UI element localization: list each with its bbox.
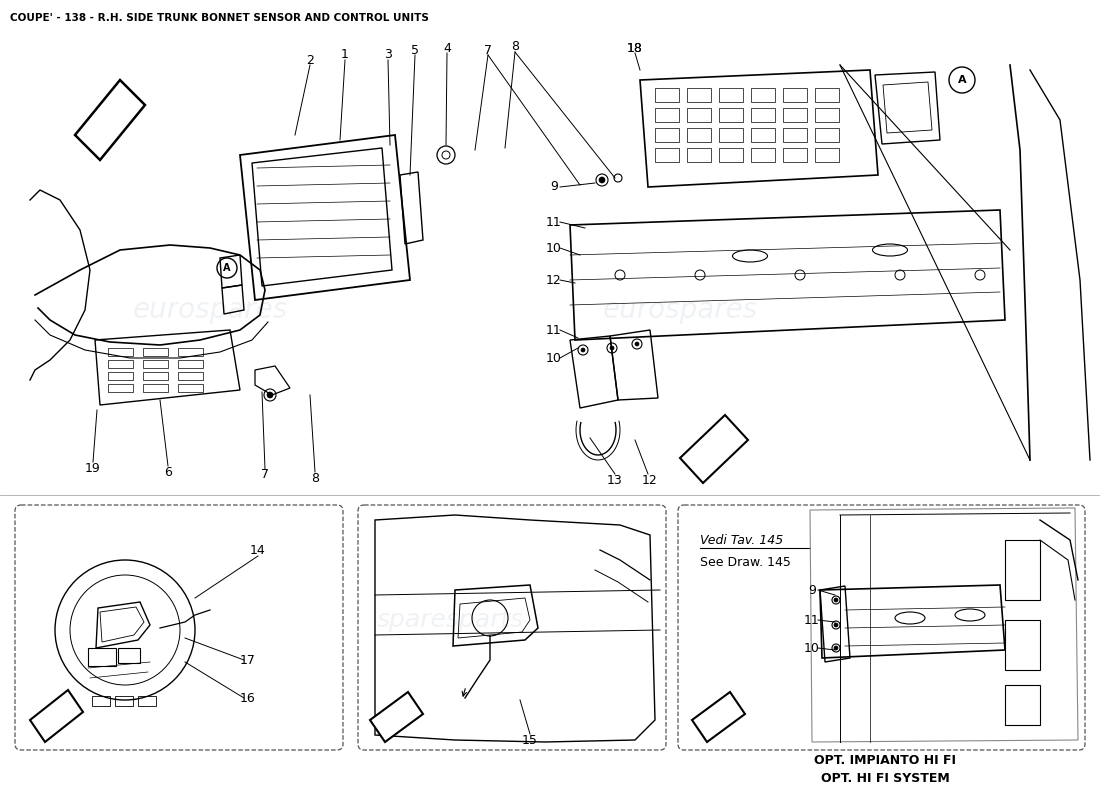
Bar bbox=[815, 128, 839, 142]
Bar bbox=[92, 696, 110, 706]
Bar bbox=[108, 348, 133, 356]
Bar bbox=[138, 696, 156, 706]
Bar bbox=[1005, 620, 1040, 670]
Bar bbox=[116, 696, 133, 706]
Text: COUPE' - 138 - R.H. SIDE TRUNK BONNET SENSOR AND CONTROL UNITS: COUPE' - 138 - R.H. SIDE TRUNK BONNET SE… bbox=[10, 13, 429, 23]
Text: 18: 18 bbox=[627, 42, 642, 54]
Polygon shape bbox=[30, 690, 82, 742]
Text: 7: 7 bbox=[261, 469, 270, 482]
Circle shape bbox=[834, 598, 838, 602]
Text: eurospares: eurospares bbox=[603, 296, 758, 324]
Bar bbox=[688, 108, 711, 122]
Text: 8: 8 bbox=[311, 471, 319, 485]
Bar bbox=[108, 372, 133, 380]
Bar bbox=[88, 648, 116, 666]
Polygon shape bbox=[680, 415, 748, 483]
Bar bbox=[143, 360, 168, 368]
Text: 10: 10 bbox=[804, 642, 820, 654]
Bar bbox=[178, 360, 204, 368]
Text: 4: 4 bbox=[443, 42, 451, 54]
Text: 5: 5 bbox=[411, 43, 419, 57]
Text: 17: 17 bbox=[240, 654, 256, 666]
Text: 19: 19 bbox=[85, 462, 101, 474]
Text: OPT. IMPIANTO HI FI: OPT. IMPIANTO HI FI bbox=[814, 754, 956, 766]
Text: 9: 9 bbox=[550, 181, 558, 194]
Bar bbox=[688, 148, 711, 162]
Bar bbox=[719, 128, 742, 142]
Bar bbox=[178, 384, 204, 392]
Text: 14: 14 bbox=[250, 543, 266, 557]
Bar bbox=[783, 148, 807, 162]
Text: 7: 7 bbox=[484, 43, 492, 57]
Polygon shape bbox=[75, 80, 145, 160]
Text: 11: 11 bbox=[804, 614, 820, 626]
Circle shape bbox=[635, 342, 639, 346]
Bar bbox=[688, 88, 711, 102]
Text: sparesparts: sparesparts bbox=[376, 608, 524, 632]
Circle shape bbox=[600, 177, 605, 183]
Bar bbox=[1005, 685, 1040, 725]
Text: See Draw. 145: See Draw. 145 bbox=[700, 555, 791, 569]
Bar bbox=[815, 88, 839, 102]
Polygon shape bbox=[370, 692, 424, 742]
Bar bbox=[815, 108, 839, 122]
Bar bbox=[1005, 540, 1040, 600]
Circle shape bbox=[610, 346, 614, 350]
Bar bbox=[783, 108, 807, 122]
Bar bbox=[654, 88, 679, 102]
Bar bbox=[654, 148, 679, 162]
Text: 16: 16 bbox=[240, 691, 256, 705]
Bar bbox=[719, 88, 742, 102]
Text: 10: 10 bbox=[546, 351, 562, 365]
Text: A: A bbox=[223, 263, 231, 273]
Text: 10: 10 bbox=[546, 242, 562, 254]
Bar bbox=[143, 384, 168, 392]
Text: Vedi Tav. 145: Vedi Tav. 145 bbox=[700, 534, 783, 546]
Text: 18: 18 bbox=[627, 42, 642, 54]
Bar bbox=[143, 348, 168, 356]
Circle shape bbox=[581, 348, 585, 352]
Text: A: A bbox=[958, 75, 966, 85]
Text: 3: 3 bbox=[384, 49, 392, 62]
Text: 15: 15 bbox=[522, 734, 538, 746]
Text: 2: 2 bbox=[306, 54, 313, 66]
Bar bbox=[719, 108, 742, 122]
Bar bbox=[815, 148, 839, 162]
Bar bbox=[751, 128, 776, 142]
Text: 9: 9 bbox=[808, 583, 816, 597]
Bar bbox=[654, 108, 679, 122]
Bar bbox=[783, 128, 807, 142]
Text: eurospares: eurospares bbox=[132, 296, 287, 324]
Bar bbox=[178, 348, 204, 356]
Text: 12: 12 bbox=[546, 274, 562, 286]
Bar bbox=[719, 148, 742, 162]
Bar bbox=[118, 648, 140, 663]
Bar bbox=[108, 384, 133, 392]
Text: 1: 1 bbox=[341, 49, 349, 62]
Bar bbox=[783, 88, 807, 102]
Bar bbox=[751, 108, 776, 122]
Bar bbox=[751, 148, 776, 162]
Circle shape bbox=[834, 623, 838, 627]
Circle shape bbox=[267, 392, 273, 398]
Bar bbox=[654, 128, 679, 142]
Polygon shape bbox=[692, 692, 745, 742]
Text: 13: 13 bbox=[607, 474, 623, 486]
Bar bbox=[143, 372, 168, 380]
Text: 11: 11 bbox=[546, 215, 562, 229]
Text: 8: 8 bbox=[512, 41, 519, 54]
Text: 11: 11 bbox=[546, 323, 562, 337]
Bar bbox=[688, 128, 711, 142]
Text: OPT. HI FI SYSTEM: OPT. HI FI SYSTEM bbox=[821, 771, 949, 785]
Bar bbox=[751, 88, 776, 102]
Bar bbox=[178, 372, 204, 380]
Circle shape bbox=[834, 646, 838, 650]
Text: 6: 6 bbox=[164, 466, 172, 478]
Bar bbox=[108, 360, 133, 368]
Text: 12: 12 bbox=[642, 474, 658, 486]
